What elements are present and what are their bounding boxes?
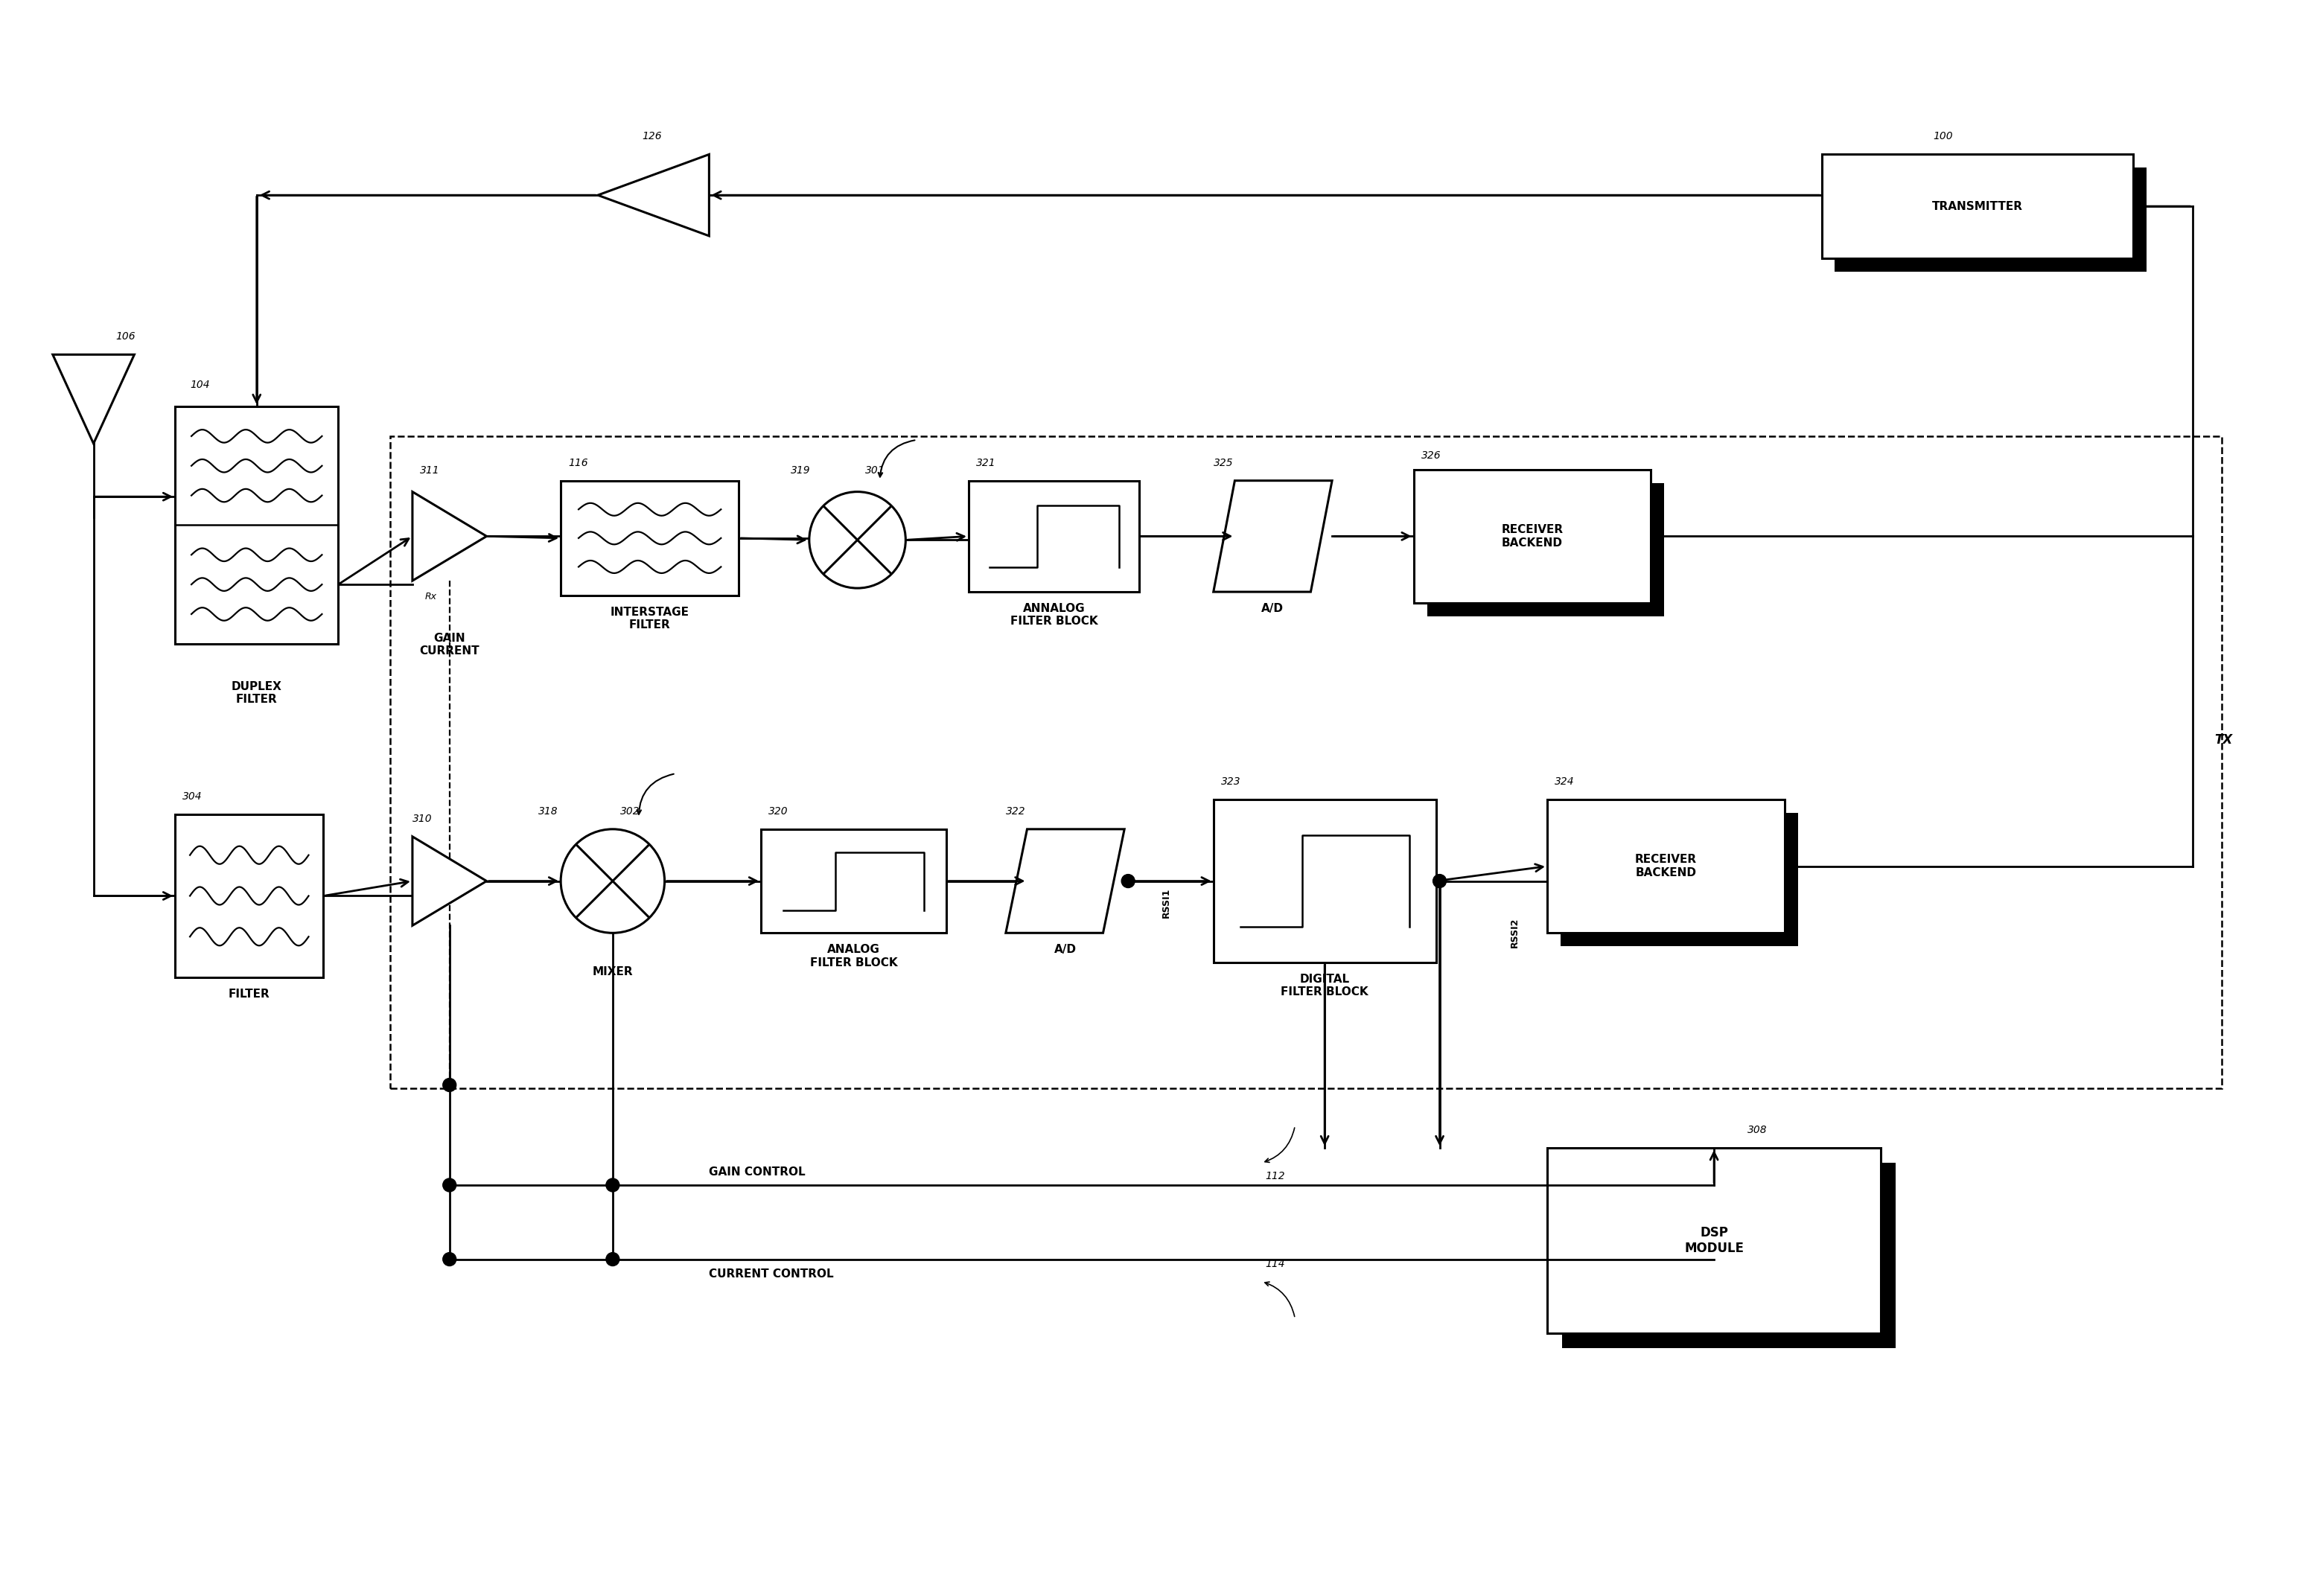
Text: RSSI2: RSSI2 — [1510, 918, 1519, 948]
Circle shape — [560, 830, 664, 934]
Text: ANNALOG
FILTER BLOCK: ANNALOG FILTER BLOCK — [1011, 603, 1099, 627]
Text: 322: 322 — [1006, 806, 1024, 817]
Polygon shape — [1006, 830, 1124, 934]
Polygon shape — [1213, 480, 1331, 592]
Text: RSSI1: RSSI1 — [1162, 887, 1171, 918]
Text: DIGITAL
FILTER BLOCK: DIGITAL FILTER BLOCK — [1280, 974, 1368, 998]
Bar — [1561, 1163, 1896, 1349]
Polygon shape — [413, 836, 486, 926]
Bar — [1835, 168, 2146, 271]
Polygon shape — [413, 492, 486, 581]
Text: 318: 318 — [539, 806, 558, 817]
Text: 302: 302 — [620, 806, 639, 817]
Text: 319: 319 — [790, 464, 811, 476]
Text: A/D: A/D — [1261, 603, 1285, 614]
Text: 104: 104 — [190, 380, 209, 389]
Text: 326: 326 — [1422, 450, 1440, 461]
Text: 325: 325 — [1213, 458, 1234, 468]
Text: A/D: A/D — [1055, 945, 1076, 956]
Text: 114: 114 — [1266, 1258, 1285, 1269]
Circle shape — [606, 1178, 620, 1192]
Text: PA: PA — [646, 190, 662, 201]
Circle shape — [1433, 875, 1447, 887]
Text: 323: 323 — [1222, 777, 1240, 787]
Circle shape — [444, 1253, 455, 1266]
Text: 106: 106 — [116, 332, 135, 342]
Text: 301: 301 — [864, 464, 885, 476]
Text: 320: 320 — [769, 806, 787, 817]
Text: 112: 112 — [1266, 1171, 1285, 1181]
Bar — [1426, 484, 1663, 616]
Circle shape — [808, 492, 906, 589]
Text: 324: 324 — [1554, 777, 1575, 787]
Text: DSP
MODULE: DSP MODULE — [1684, 1226, 1745, 1254]
Text: DUPLEX
FILTER: DUPLEX FILTER — [232, 681, 281, 705]
Text: GAIN CONTROL: GAIN CONTROL — [709, 1167, 806, 1178]
Circle shape — [1122, 875, 1136, 887]
Text: TRANSMITTER: TRANSMITTER — [1933, 201, 2023, 212]
Bar — [969, 480, 1138, 592]
Text: TX: TX — [2214, 734, 2232, 747]
Text: ANALOG
FILTER BLOCK: ANALOG FILTER BLOCK — [811, 945, 897, 969]
Text: 321: 321 — [976, 458, 997, 468]
Text: 308: 308 — [1747, 1125, 1768, 1135]
Bar — [560, 480, 739, 595]
Text: RECEIVER
BACKEND: RECEIVER BACKEND — [1635, 854, 1696, 878]
Text: Rx: Rx — [425, 592, 437, 602]
Text: 116: 116 — [569, 458, 588, 468]
Text: RECEIVER
BACKEND: RECEIVER BACKEND — [1501, 523, 1563, 549]
Bar — [1213, 800, 1436, 962]
Text: INTERSTAGE
FILTER: INTERSTAGE FILTER — [611, 606, 690, 630]
Text: 304: 304 — [184, 792, 202, 801]
Circle shape — [444, 1178, 455, 1192]
Bar — [390, 436, 2223, 1088]
Bar — [174, 814, 323, 977]
Text: GAIN
CURRENT: GAIN CURRENT — [420, 632, 479, 658]
Bar — [762, 830, 945, 934]
Text: MIXER: MIXER — [592, 966, 632, 977]
Bar — [1547, 800, 1784, 934]
Bar — [174, 407, 339, 643]
Text: FILTER: FILTER — [228, 988, 269, 999]
Polygon shape — [53, 354, 135, 444]
Text: 126: 126 — [643, 131, 662, 142]
Bar — [1561, 812, 1798, 946]
Bar — [1415, 469, 1652, 603]
Text: 310: 310 — [413, 814, 432, 824]
Bar — [1821, 155, 2133, 259]
Polygon shape — [597, 155, 709, 236]
Bar — [1547, 1148, 1882, 1333]
Text: 100: 100 — [1933, 131, 1954, 142]
Text: 311: 311 — [420, 464, 439, 476]
Circle shape — [606, 1253, 620, 1266]
Text: CURRENT CONTROL: CURRENT CONTROL — [709, 1269, 834, 1280]
Circle shape — [444, 1079, 455, 1092]
